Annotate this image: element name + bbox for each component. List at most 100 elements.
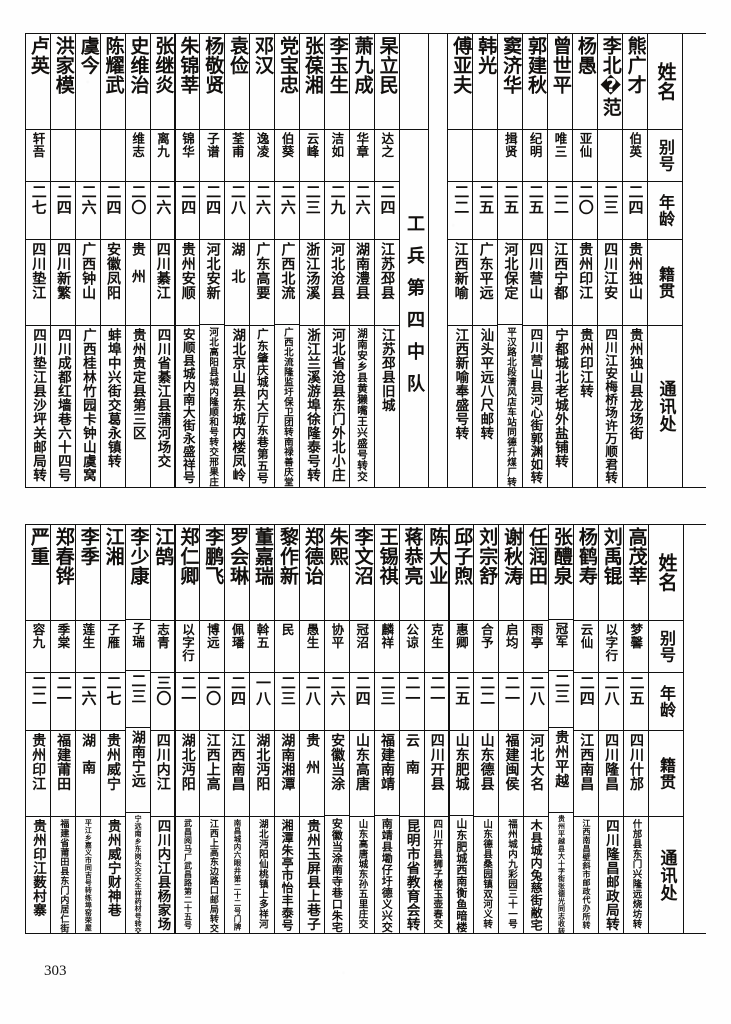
cell-text: 达之 — [379, 132, 395, 158]
cell-age: 二七 — [100, 673, 125, 731]
cell-address: 什邡县东门兴隆远烧坊转 — [624, 817, 648, 933]
roster-entry-column[interactable]: 郑春铧 季棠 二一 福建莆田 福建省莆田县东门内居仁街 — [49, 525, 76, 933]
cell-text: 浙江汤溪 — [304, 242, 321, 300]
roster-entry-column[interactable]: 张葆湘 云峰 二三 浙江汤溪 浙江兰溪游埠徐隆泰号转 — [298, 34, 325, 487]
roster-entry-column[interactable]: 李少康 子瑞 二三 湖南宁远 宁远南乡东岗头交天生祥药材号转交 — [124, 525, 151, 933]
cell-name: 蒋恭亮 — [399, 525, 424, 621]
cell-text: 四川新繁 — [55, 242, 72, 300]
roster-entry-column[interactable]: 黎作新民二三 湖南湘潭 湘潭朱亭市怡丰泰号 — [274, 525, 301, 933]
cell-address: 蚌埠中兴街交葛永镇转 — [101, 326, 125, 487]
roster-entry-column[interactable]: 李文沼 冠沼 二四 山东高唐 山东高唐城东孙五里庄交 — [348, 525, 375, 933]
roster-entry-column[interactable]: 罗会琳 佩璠 二四 江西南昌 南昌城内六眼井第二十二号门牌 — [224, 525, 251, 933]
cell-name: 洪家模 — [50, 34, 75, 130]
cell-native: 四川垫江 — [26, 240, 50, 326]
roster-entry-column[interactable]: 刘禹锟 以字行 二八 四川隆昌 四川隆昌邮政局转 — [597, 525, 624, 933]
cell-address: 山东肥城西南衡鱼暗楼 — [449, 816, 473, 933]
cell-native: 四川什邡 — [623, 731, 648, 817]
roster-entry-column[interactable]: 张继炎 离九 二六 四川綦江 四川省綦江县蒲河场交 — [149, 34, 176, 487]
cell-text: 郑春铧 — [52, 527, 75, 586]
cell-text: 广西北流 — [279, 241, 296, 300]
roster-entry-column[interactable]: 李季 莲生 二六 湖南 平江乡嘉义市同吉号转练埠窑荣屋 — [74, 525, 101, 933]
cell-address: 湖北京山县东城内楼凤岭 — [225, 326, 249, 487]
roster-entry-column[interactable]: 李鹏飞 博远 二〇 江西上高 江西上高东边路口邮局转交 — [199, 525, 226, 933]
cell-text: 江苏邳县 — [378, 242, 395, 300]
cell-age: 二八 — [524, 673, 549, 731]
cell-text: 贵州印江 — [30, 733, 47, 791]
roster-entry-column[interactable]: 江湘 子雁 二七 贵州威宁 贵州威宁财神巷 — [99, 525, 126, 933]
cell-text: 窦济华 — [500, 36, 523, 95]
roster-entry-column[interactable]: 李玉生 洁如 二九 河北沧县 河北省沧县东门外北小庄 — [323, 34, 350, 487]
cell-text: 贵州印江 — [577, 242, 594, 300]
cell-native: 云南 — [399, 731, 424, 817]
roster-entry-column[interactable]: 曾世平 唯三 二二 江西宁都 宁都城北老城外盐铺转 — [547, 34, 574, 487]
roster-entry-column[interactable]: 萧九成 华章 二六 湖南澧县 湖南安乡县黄獭嘴王兴盛号转交 — [348, 34, 375, 487]
roster-entry-column[interactable]: 陈耀武 二四 安徽凤阳 蚌埠中兴街交葛永镇转 — [99, 34, 126, 487]
roster-entry-column[interactable]: 王锡祺 麟祥 二三 福建南靖 南靖县墈仔圩德义兴交 — [373, 525, 400, 933]
cell-alias: 斡五 — [250, 621, 275, 673]
cell-text: 贵州 — [304, 733, 321, 787]
roster-entry-column[interactable]: 杨敬贤 子谱 二四 河北安新 河北高阳县城内隆顺和号转交邢果庄 — [199, 34, 226, 487]
roster-entry-column[interactable]: 董嘉瑞 斡五 一八 湖北沔阳 湖北沔阳仙桃镇上多祥河 — [249, 525, 276, 933]
roster-entry-column[interactable]: 窦济华 揖贤 二五 河北保定 平汉路北段清风店车站同德升煤厂转 — [497, 34, 524, 487]
roster-entry-column[interactable]: 杨愚 亚仙 二〇 贵州印江 贵州印江转 — [571, 34, 598, 487]
cell-age: 二六 — [250, 182, 275, 240]
roster-table-bottom: 严重 容九 二二 贵州印江 贵州印江薮村寨 郑春铧 季棠 二一 福建莆田 福建省莆田县东门内居仁街… — [25, 524, 706, 934]
roster-entry-column[interactable]: 朱熙 协平 二六 安徽当涂 安徽当涂南寺巷口朱宅 — [323, 525, 350, 933]
roster-entry-column[interactable]: 李北�范 二三 四川江安 四川江安梅桥场许万顺君转 — [596, 34, 623, 487]
cell-text: 严重 — [27, 527, 50, 566]
roster-entry-column[interactable]: 洪家模 二四 四川新繁 四川成都红墙巷六十四号 — [49, 34, 76, 487]
cell-text: 河北安新 — [204, 241, 221, 300]
roster-entry-column[interactable]: 朱锦莘 锦华 二四 贵州安顺 安顺县城内南大街永盛祥号 — [174, 34, 201, 487]
cell-text: 四川营山 — [527, 242, 544, 300]
roster-entry-column[interactable]: 熊广才 伯英 二四 贵州独山 贵州独山县龙场街 — [621, 34, 648, 487]
roster-entry-column[interactable]: 杲立民 达之 二四 江苏邳县 江苏邳县旧城 — [373, 34, 400, 487]
roster-entry-column[interactable]: 袁俭 荃甫 二八 湖北 湖北京山县东城内楼凤岭 — [224, 34, 251, 487]
cell-address: 贵州威宁财神巷 — [101, 817, 125, 933]
roster-entry-column[interactable]: 刘宗舒 合予 二二 山东德县 山东德县桑园镇双河义转 — [473, 525, 500, 933]
cell-age: 二〇 — [200, 673, 225, 731]
cell-text: 湖南 — [80, 733, 97, 787]
roster-entry-column[interactable]: 虞今 二六 广西钟山 广西桂林竹园卡钟山虞窝 — [74, 34, 101, 487]
cell-text: 江西新喻 — [452, 242, 469, 300]
cell-age: 二一 — [424, 673, 449, 731]
roster-entry-column[interactable]: 杨鹤寿 云仙 二四 江西南昌 江西南昌壁斜市邮政代办所转 — [572, 525, 599, 933]
roster-entry-column[interactable]: 邓汉 逸凌 二六 广东高要 广东肇庆城内大厅东巷第五号 — [249, 34, 276, 487]
cell-address: 贵州独山县龙场街 — [623, 326, 647, 487]
roster-entry-column[interactable]: 谢秋涛 启均 二一 福建闽侯 福州城内九彩园三十一号 — [498, 525, 525, 933]
roster-entry-column[interactable]: 韩光 二五 广东平远 汕头平远八尺邮转 — [472, 34, 499, 487]
cell-text: 二三 — [129, 672, 148, 704]
cell-alias — [597, 130, 622, 182]
roster-entry-column[interactable]: 史维治 维志 二〇 贵州 贵州贵定县第三区 — [124, 34, 151, 487]
roster-entry-column[interactable]: 党宝忠 伯葵 二六 广西北流 广西北流隆监圩保卫团转南禄善庆堂 — [274, 34, 301, 487]
cell-alias — [473, 130, 498, 182]
roster-entry-column[interactable]: 邱子煦 惠卿 二五 山东肥城 山东肥城西南衡鱼暗楼 — [448, 525, 475, 933]
cell-age: 二一 — [499, 673, 524, 731]
cell-text: 四川垫江县沙坪关邮局转 — [30, 328, 47, 482]
roster-entry-column[interactable]: 任润田 雨亭 二八 河北大名 木县城内兔慈街敝宅 — [523, 525, 550, 933]
cell-text: 二八 — [602, 675, 621, 706]
roster-entry-column[interactable]: 郭建秋 纪明 二五 四川营山 四川营山县河心街郭渊如转 — [522, 34, 549, 487]
roster-entry-column[interactable]: 傅亚夫 二二 江西新喻 江西新喻奉盛号转 — [447, 34, 474, 487]
cell-text: 以字行 — [179, 623, 195, 662]
roster-entry-column[interactable]: 郑德诒 愚生 二八 贵州 贵州玉屏县上巷子 — [298, 525, 325, 933]
roster-entry-column[interactable]: 卢英 轩吾 二七 四川垫江 四川垫江县沙坪关邮局转 — [25, 34, 51, 487]
cell-text: 四川内江 — [154, 733, 171, 791]
roster-entry-column[interactable]: 郑仁卿 以字行 二一 湖北沔阳 武昌阅马厂武昌路第二十五号 — [174, 525, 201, 933]
cell-alias: 志青 — [150, 621, 175, 673]
roster-entry-column[interactable]: 陈大业 克生 二一 四川开县 四川开县狮子楼玉壶春交 — [423, 525, 450, 933]
cell-native: 贵州威宁 — [100, 731, 125, 817]
cell-text: 二二 — [29, 675, 48, 706]
cell-text: 史维治 — [127, 36, 150, 95]
cell-text: 贵州独山 — [627, 242, 644, 300]
roster-entry-column[interactable]: 严重 容九 二二 贵州印江 贵州印江薮村寨 — [25, 525, 51, 933]
cell-alias — [50, 130, 75, 182]
roster-entry-column[interactable]: 江鹄 志青 三〇 四川内江 四川内江县杨家场 — [149, 525, 176, 933]
cell-text: 广西钟山 — [80, 242, 97, 300]
cell-text: 斡五 — [254, 623, 270, 649]
roster-entry-column[interactable]: 高茂莘 梦馨 二五 四川什邡 什邡县东门兴隆远烧坊转 — [622, 525, 649, 933]
roster-entry-column[interactable]: 张醴泉 冠军 二三 贵州平越 贵州平越县大十字街张德光同志收转 — [548, 525, 575, 933]
cell-name: 傅亚夫 — [448, 34, 473, 130]
roster-entry-column[interactable]: 蒋恭亮 公谅 二一 云南 昆明市省教育会转 — [398, 525, 425, 933]
cell-name: 刘宗舒 — [474, 525, 499, 621]
cell-name: 李鹏飞 — [200, 525, 225, 621]
